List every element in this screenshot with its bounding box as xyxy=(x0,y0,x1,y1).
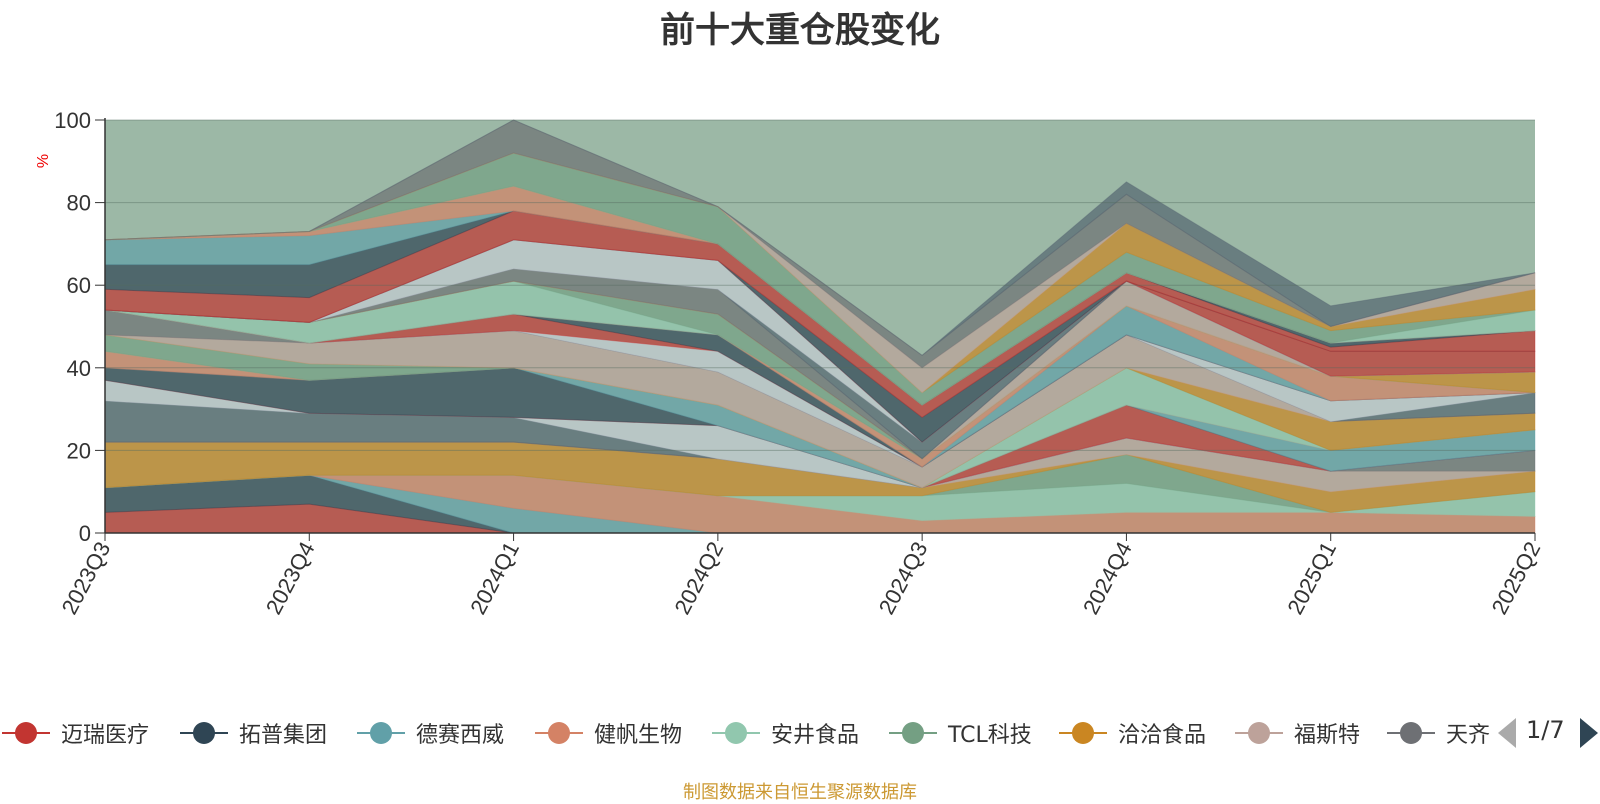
x-tick-label: 2024Q1 xyxy=(465,538,524,619)
legend-marker-icon xyxy=(889,722,937,744)
y-tick-labels: 0 20 40 60 80 100 xyxy=(54,108,105,546)
area-layer xyxy=(104,239,1535,443)
y-tick-label: 20 xyxy=(67,438,91,463)
area-layer xyxy=(104,239,1536,443)
x-tick-label: 2024Q4 xyxy=(1078,538,1137,619)
legend-item[interactable]: 福斯特 xyxy=(1233,713,1360,753)
x-tick-labels: 2023Q3 2023Q4 2024Q1 2024Q2 2024Q3 2024Q4 2025… xyxy=(57,533,1546,619)
x-tick-label: 2024Q3 xyxy=(874,538,933,619)
x-tick-label: 2025Q2 xyxy=(1487,538,1546,619)
legend-prev-page-button[interactable] xyxy=(1498,718,1516,748)
chart-title: 前十大重仓股变化 xyxy=(659,11,940,51)
x-tick-label: 2025Q1 xyxy=(1282,538,1341,619)
y-tick-label: 40 xyxy=(67,356,91,381)
legend-item[interactable]: 洽洽食品 xyxy=(1057,713,1206,753)
legend-item[interactable]: 健帆生物 xyxy=(533,713,682,753)
legend-item[interactable]: 拓普集团 xyxy=(178,713,327,753)
series-layers xyxy=(104,119,1536,419)
y-axis-unit-label: % xyxy=(35,154,52,168)
x-tick-label: 2024Q2 xyxy=(669,538,728,619)
y-tick-label: 0 xyxy=(79,521,91,546)
grid-lines xyxy=(105,119,1535,451)
legend-label: 福斯特 xyxy=(1294,723,1361,748)
legend-marker-icon xyxy=(712,722,760,744)
legend-marker-icon xyxy=(535,722,583,744)
y-tick-label: 100 xyxy=(54,108,91,133)
legend-item[interactable]: 德赛西威 xyxy=(355,713,504,753)
axes xyxy=(104,118,1535,534)
legend-label: 安井食品 xyxy=(771,723,860,748)
legend-item[interactable]: TCL科技 xyxy=(887,713,1032,753)
legend-label: 迈瑞医疗 xyxy=(61,723,150,748)
legend-marker-icon xyxy=(1235,722,1283,744)
y-tick-label: 60 xyxy=(67,273,91,298)
legend-next-page-button[interactable] xyxy=(1580,718,1598,748)
legend-marker-icon xyxy=(1387,722,1435,744)
legend-label: 拓普集团 xyxy=(239,723,328,748)
y-tick-label: 80 xyxy=(67,191,91,216)
legend-label: 洽洽食品 xyxy=(1118,723,1207,748)
background-layers xyxy=(104,239,1536,534)
series-area xyxy=(104,119,1536,357)
legend-marker-icon xyxy=(357,722,405,744)
legend-item[interactable]: 天齐 xyxy=(1385,713,1490,753)
x-tick-label: 2023Q3 xyxy=(57,538,116,619)
legend-marker-icon xyxy=(1059,722,1107,744)
x-tick-label: 2023Q4 xyxy=(261,538,320,619)
series-area xyxy=(104,152,1536,394)
legend-item[interactable]: 安井食品 xyxy=(710,713,859,753)
legend-page-indicator: 1/7 xyxy=(1526,716,1565,744)
source-note: 制图数据来自恒生聚源数据库 xyxy=(683,782,917,803)
legend-label: TCL科技 xyxy=(948,723,1032,748)
legend-label: 德赛西威 xyxy=(416,723,505,748)
legend-label: 健帆生物 xyxy=(594,723,683,748)
legend-marker-icon xyxy=(180,722,228,744)
legend-label: 天齐 xyxy=(1446,723,1491,748)
legend-item[interactable]: 迈瑞医疗 xyxy=(0,713,149,753)
legend-marker-icon xyxy=(2,722,50,744)
series-area xyxy=(104,210,1536,419)
legend: 迈瑞医疗 拓普集团 德赛西威 健帆生物 安井食品 TCL科技 洽洽食品 福斯特 天齐 xyxy=(0,713,1600,753)
series-area xyxy=(104,152,1536,394)
